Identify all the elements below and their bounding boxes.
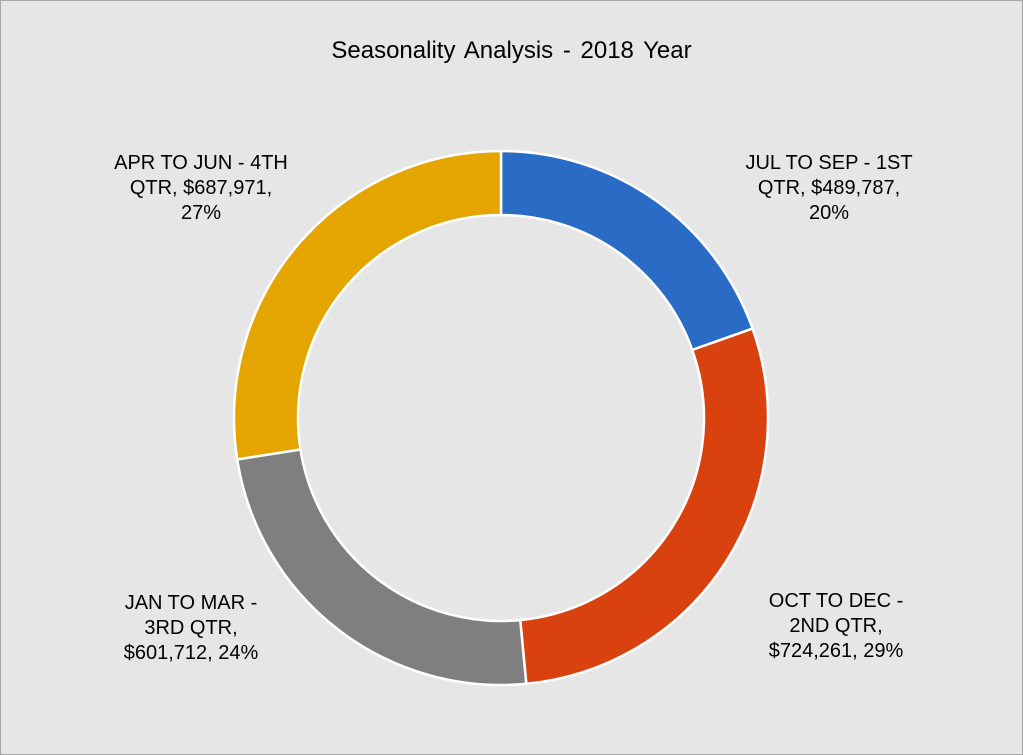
data-label-apr-jun: APR TO JUN - 4TH QTR, $687,971, 27% (114, 152, 288, 224)
slice-apr-jun (232, 149, 503, 461)
chart-title: Seasonality Analysis - 2018 Year (331, 37, 692, 64)
data-label-jul-sep: JUL TO SEP - 1ST QTR, $489,787, 20% (745, 152, 913, 224)
data-label-jan-mar: JAN TO MAR - 3RD QTR, $601,712, 24% (123, 592, 259, 664)
data-label-oct-dec: OCT TO DEC - 2ND QTR, $724,261, 29% (768, 590, 904, 662)
